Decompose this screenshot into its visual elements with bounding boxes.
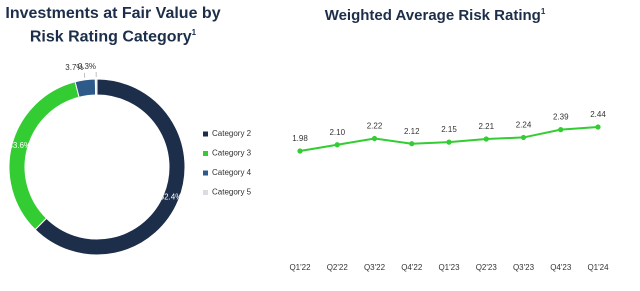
title-note: 1 bbox=[191, 28, 197, 37]
x-tick-label: Q2'22 bbox=[327, 263, 349, 272]
legend-label: Category 3 bbox=[212, 149, 252, 158]
donut-slice bbox=[34, 78, 186, 256]
data-label: 0.3% bbox=[78, 62, 96, 71]
point bbox=[595, 124, 601, 130]
legend-label: Category 4 bbox=[212, 168, 252, 177]
data-label: 1.98 bbox=[292, 134, 308, 143]
legend-swatch bbox=[203, 131, 208, 137]
x-tick-label: Q4'23 bbox=[550, 263, 572, 272]
data-label: 2.10 bbox=[329, 128, 345, 137]
point bbox=[520, 134, 527, 141]
legend-swatch bbox=[203, 170, 208, 176]
data-label: 2.39 bbox=[553, 113, 569, 122]
point bbox=[334, 142, 340, 148]
legend-swatch bbox=[203, 151, 208, 156]
line-title: Weighted Average Risk Rating1 bbox=[290, 7, 580, 24]
point bbox=[297, 148, 303, 154]
data-label: 2.21 bbox=[478, 122, 494, 131]
point bbox=[371, 135, 378, 142]
data-label: 2.44 bbox=[590, 110, 606, 119]
data-label: 2.24 bbox=[516, 121, 532, 130]
data-label: 2.15 bbox=[441, 125, 457, 134]
data-label: 3.7% bbox=[65, 63, 83, 72]
x-tick-label: Q3'23 bbox=[513, 263, 535, 272]
legend-label: Category 2 bbox=[212, 129, 252, 138]
data-label: 33.6% bbox=[8, 141, 31, 150]
x-tick-label: Q2'23 bbox=[476, 263, 498, 272]
x-tick-label: Q1'24 bbox=[587, 263, 609, 272]
data-label: 2.22 bbox=[367, 122, 383, 131]
point bbox=[409, 141, 415, 147]
point bbox=[483, 136, 489, 142]
title-text: Weighted Average Risk Rating bbox=[324, 7, 541, 24]
x-tick-label: Q4'22 bbox=[401, 263, 423, 272]
point bbox=[446, 139, 452, 145]
title-note: 1 bbox=[540, 7, 546, 16]
point bbox=[558, 127, 564, 133]
donut-slice bbox=[94, 78, 98, 96]
x-tick-label: Q1'23 bbox=[438, 263, 460, 272]
title-text: Investments at Fair Value by Risk Rating… bbox=[5, 5, 221, 46]
legend-swatch bbox=[203, 190, 208, 195]
data-label: 62.4% bbox=[160, 192, 183, 201]
leader-line bbox=[83, 72, 86, 78]
legend-label: Category 5 bbox=[212, 188, 252, 197]
x-tick-label: Q3'22 bbox=[364, 263, 386, 272]
data-label: 2.12 bbox=[404, 127, 420, 136]
donut-title: Investments at Fair Value by Risk Rating… bbox=[0, 4, 226, 46]
donut-slice bbox=[8, 81, 80, 231]
donut-slice bbox=[74, 78, 97, 98]
x-tick-label: Q1'22 bbox=[289, 263, 311, 272]
